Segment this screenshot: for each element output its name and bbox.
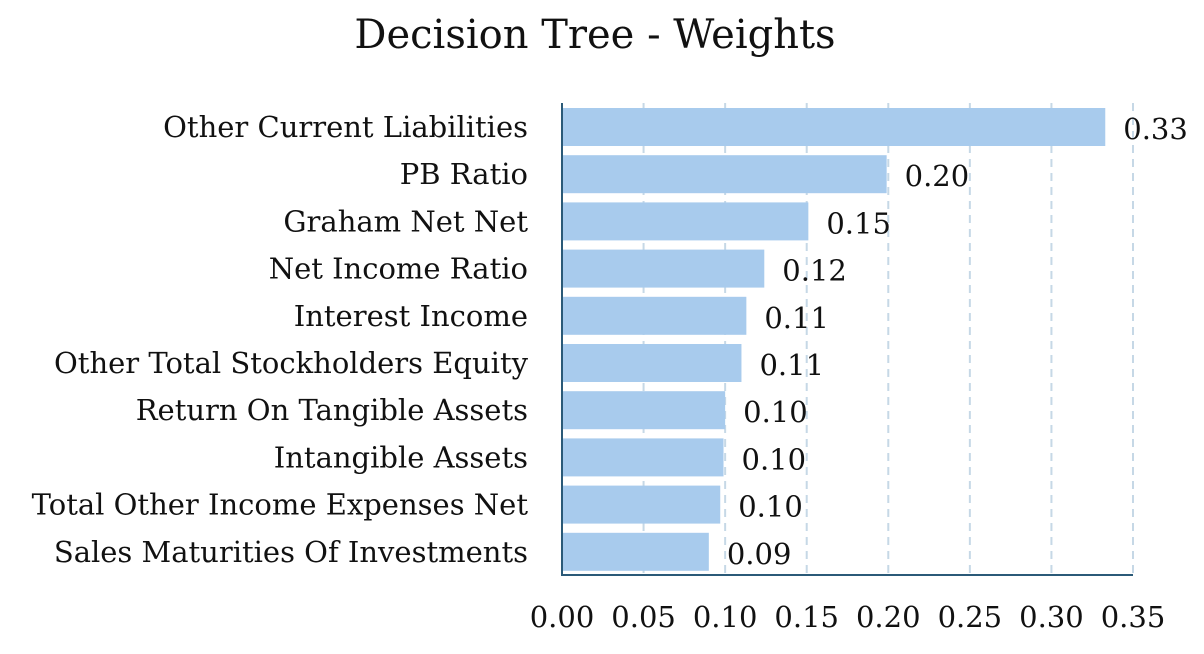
data-label: 0.10 <box>743 395 808 429</box>
labels: Other Current Liabilities 0.33 PB Ratio 0.2… <box>32 110 1188 634</box>
category-label: Return On Tangible Assets <box>136 393 528 427</box>
category-label: Other Total Stockholders Equity <box>54 346 529 380</box>
data-label: 0.09 <box>727 537 792 571</box>
data-label: 0.20 <box>905 159 970 193</box>
axes <box>561 103 1133 576</box>
category-label: PB Ratio <box>400 157 528 191</box>
data-label: 0.10 <box>738 490 803 524</box>
bar <box>562 438 724 477</box>
bar <box>562 202 809 241</box>
category-label: Total Other Income Expenses Net <box>32 488 529 522</box>
chart-title: Decision Tree - Weights <box>354 12 835 58</box>
bars <box>562 108 1106 571</box>
category-label: Other Current Liabilities <box>163 110 528 144</box>
bar <box>562 532 709 571</box>
data-label: 0.11 <box>764 301 829 335</box>
bar <box>562 391 726 430</box>
category-label: Sales Maturities Of Investments <box>54 535 528 569</box>
x-tick-label: 0.35 <box>1101 600 1166 634</box>
bar <box>562 296 747 335</box>
bar <box>562 485 721 524</box>
bar <box>562 155 887 194</box>
x-tick-label: 0.05 <box>611 600 676 634</box>
data-label: 0.33 <box>1123 112 1188 146</box>
x-tick-label: 0.00 <box>530 600 595 634</box>
data-label: 0.15 <box>826 206 891 240</box>
category-label: Graham Net Net <box>283 204 528 238</box>
category-label: Interest Income <box>294 299 528 333</box>
x-tick-label: 0.10 <box>693 600 758 634</box>
bar <box>562 249 765 288</box>
x-tick-label: 0.20 <box>856 600 921 634</box>
data-label: 0.11 <box>759 348 824 382</box>
data-label: 0.12 <box>782 254 847 288</box>
data-label: 0.10 <box>742 442 807 476</box>
x-tick-label: 0.15 <box>774 600 839 634</box>
x-tick-label: 0.25 <box>938 600 1003 634</box>
x-tick-label: 0.30 <box>1019 600 1084 634</box>
bar <box>562 344 742 382</box>
bar <box>562 108 1106 146</box>
category-label: Net Income Ratio <box>269 252 528 286</box>
category-label: Intangible Assets <box>274 440 528 474</box>
